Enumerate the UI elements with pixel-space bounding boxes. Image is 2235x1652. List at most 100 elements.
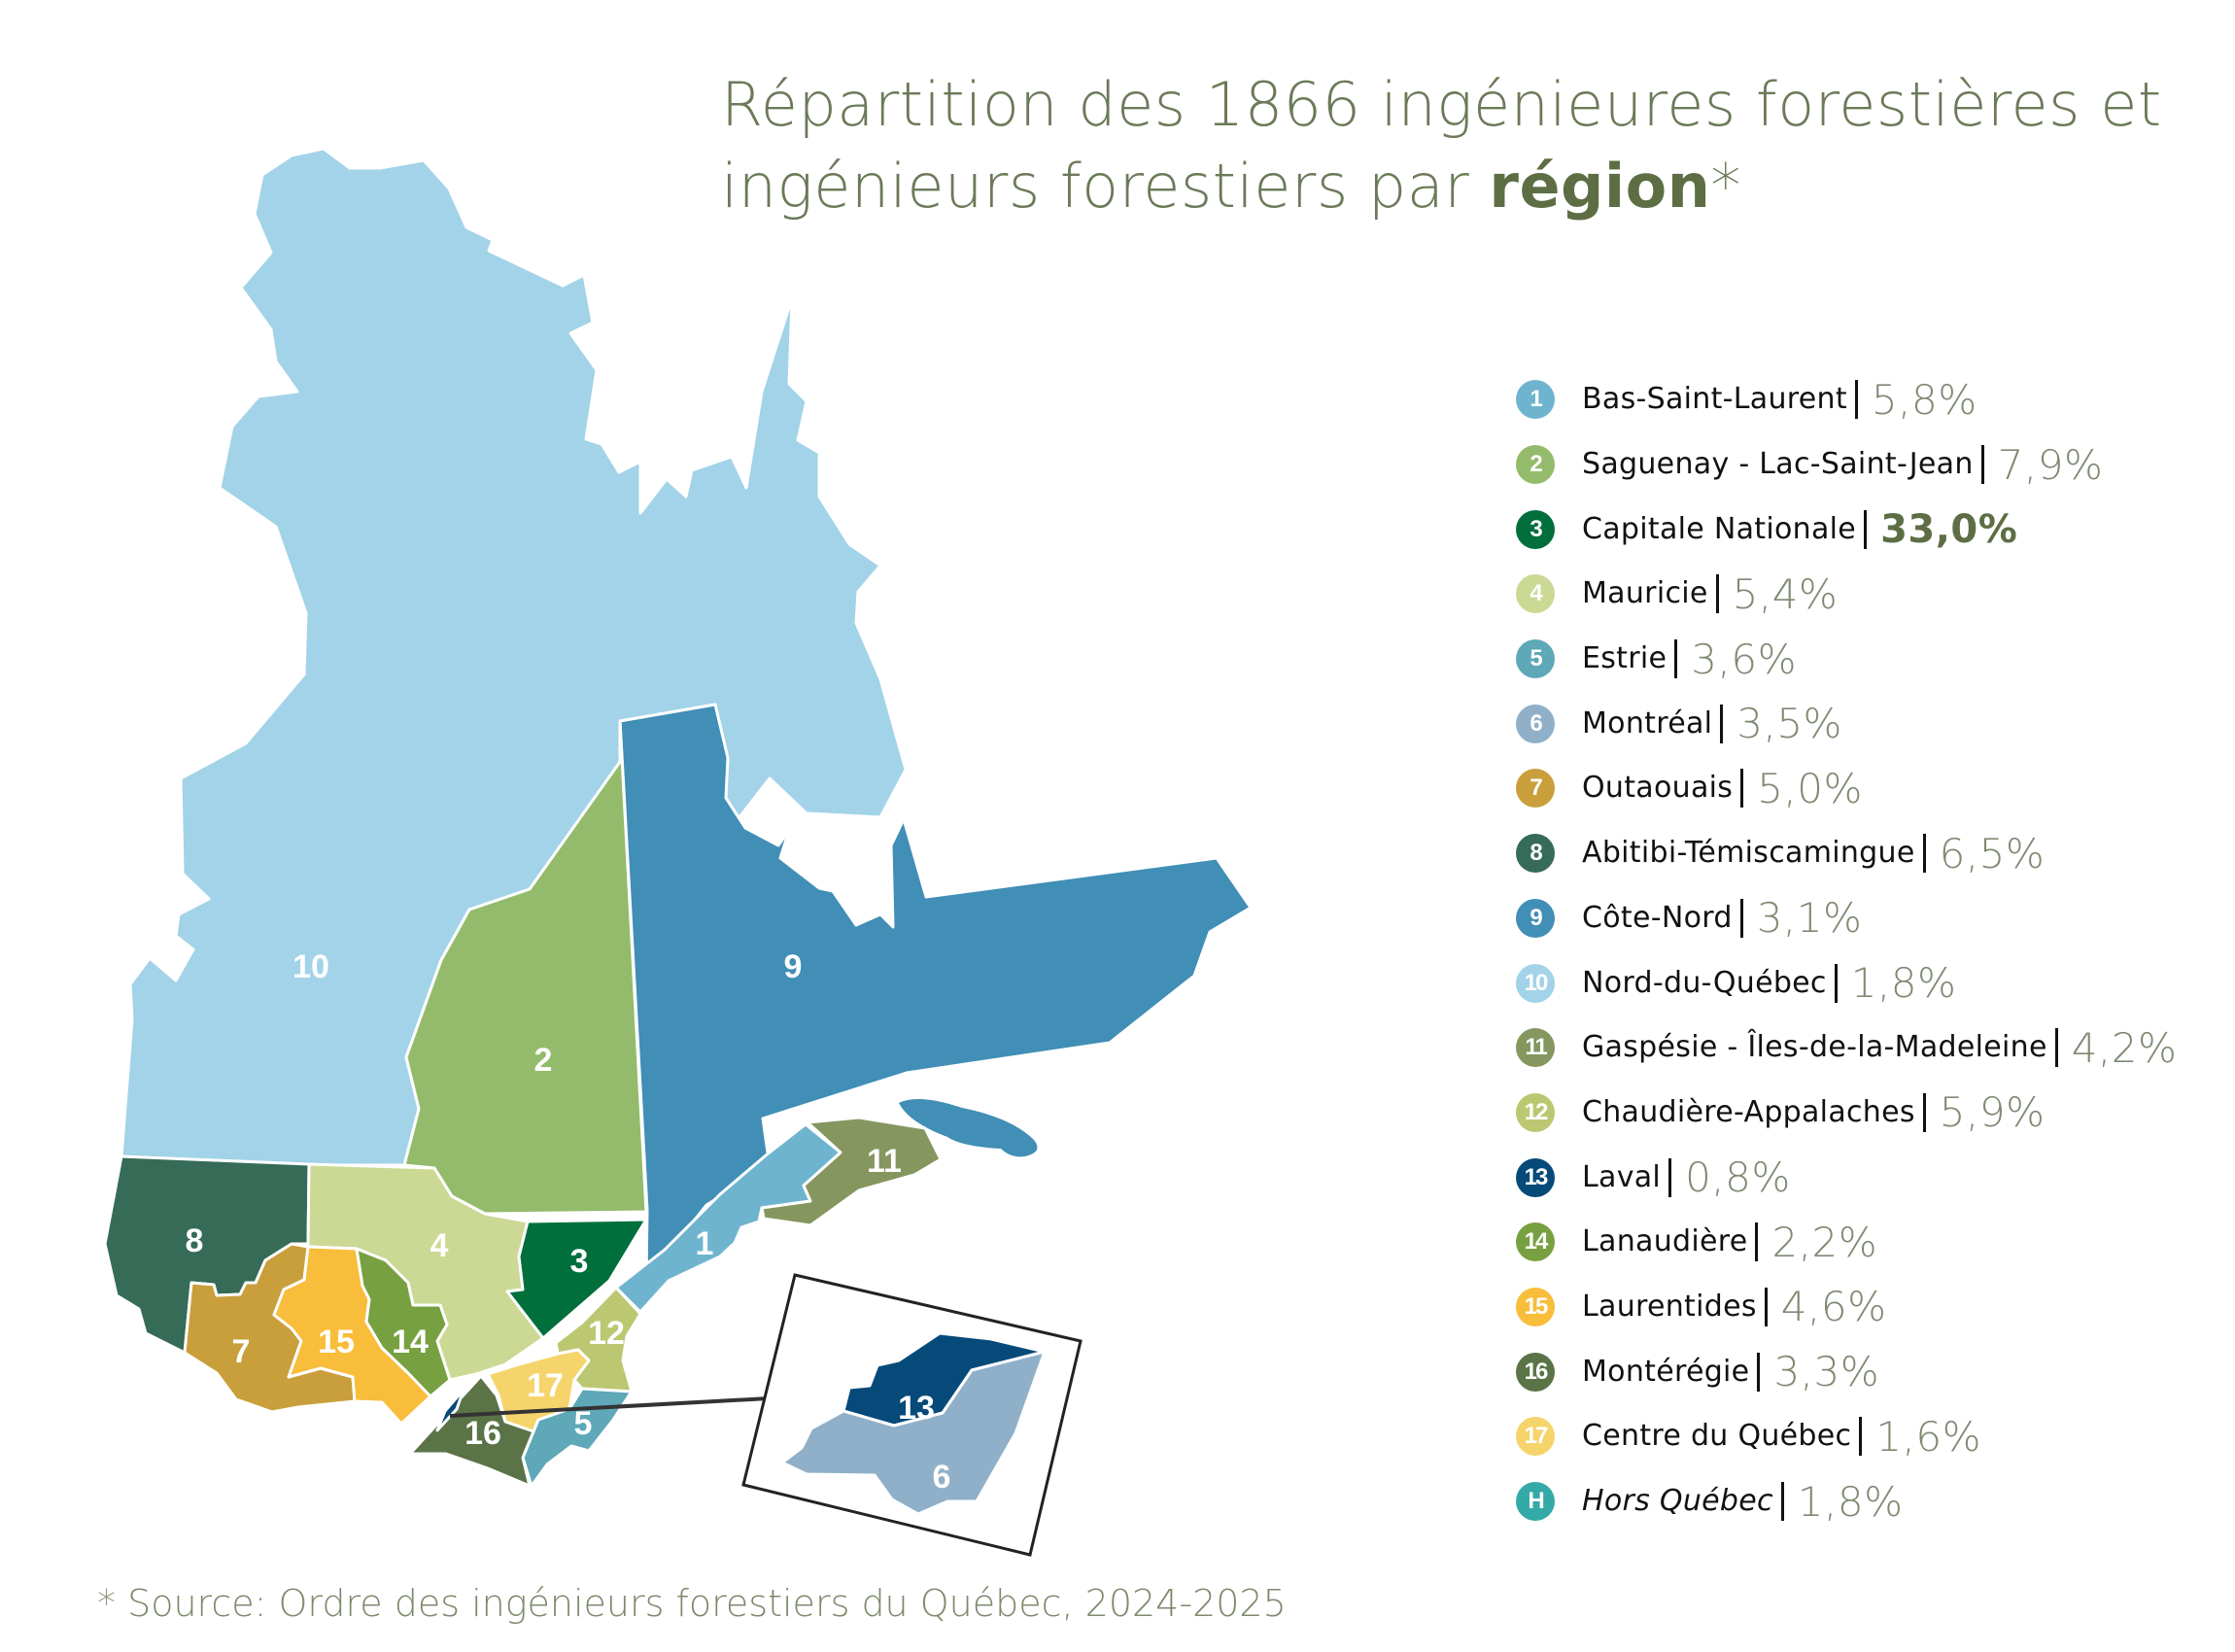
region-number-badge: 13 (1516, 1157, 1555, 1197)
region-name: Estrie (1582, 639, 1678, 679)
region-number-badge: 16 (1516, 1352, 1555, 1392)
title-line-2-prefix: ingénieurs forestiers par (721, 151, 1490, 222)
region-number-badge: 10 (1516, 963, 1555, 1003)
region-name: Chaudière-Appalaches (1582, 1092, 1926, 1132)
legend-item-hors-quebec: H Hors Québec 1,8% (1516, 1469, 2216, 1534)
legend-item-3: 3 Capitale Nationale 33,0% (1516, 497, 2216, 562)
region-percent: 1,8% (1797, 1477, 1904, 1526)
region-16-monteregie[interactable] (408, 1374, 535, 1488)
region-name: Hors Québec (1582, 1482, 1784, 1522)
inset-region-6-montreal[interactable] (780, 1350, 1047, 1516)
legend-item-13: 13 Laval 0,8% (1516, 1145, 2216, 1210)
region-name: Mauricie (1582, 574, 1719, 614)
map-label-15: 15 (318, 1324, 355, 1360)
region-number-badge: 11 (1516, 1028, 1555, 1068)
title-asterisk: * (1710, 151, 1741, 222)
title-line-2: ingénieurs forestiers par région* (721, 146, 2198, 227)
region-number-badge: 7 (1516, 769, 1555, 809)
region-number-badge: 2 (1516, 445, 1555, 485)
region-3-capitale-nationale[interactable] (505, 1218, 648, 1340)
region-14-lanaudiere[interactable] (355, 1247, 452, 1398)
region-number-badge: H (1516, 1482, 1555, 1522)
region-name: Centre du Québec (1582, 1417, 1863, 1457)
chart-title: Répartition des 1866 ingénieures foresti… (721, 64, 2198, 227)
region-name: Montérégie (1582, 1352, 1761, 1392)
region-name: Capitale Nationale (1582, 509, 1868, 549)
region-percent: 2,2% (1771, 1218, 1878, 1266)
legend-item-8: 8 Abitibi-Témiscamingue 6,5% (1516, 821, 2216, 886)
map-label-8: 8 (186, 1222, 204, 1259)
title-line-1: Répartition des 1866 ingénieures foresti… (721, 69, 2162, 140)
region-name: Laval (1582, 1157, 1672, 1197)
map-label-2: 2 (534, 1042, 553, 1079)
map-label-3: 3 (570, 1243, 589, 1280)
legend-item-12: 12 Chaudière-Appalaches 5,9% (1516, 1081, 2216, 1146)
region-number-badge: 4 (1516, 574, 1555, 614)
region-name: Outaouais (1582, 769, 1744, 809)
region-percent: 5,9% (1939, 1088, 2046, 1137)
region-name: Laurentides (1582, 1287, 1768, 1326)
region-number-badge: 8 (1516, 834, 1555, 874)
map-label-17: 17 (527, 1367, 564, 1404)
legend-item-10: 10 Nord-du-Québec 1,8% (1516, 950, 2216, 1015)
region-percent: 1,6% (1875, 1412, 1982, 1461)
source-footnote: * Source: Ordre des ingénieurs forestier… (97, 1582, 1287, 1625)
legend-item-11: 11 Gaspésie - Îles-de-la-Madeleine 4,2% (1516, 1015, 2216, 1081)
map-label-4: 4 (430, 1227, 449, 1264)
map-label-10: 10 (292, 948, 329, 985)
map-label-16: 16 (464, 1415, 501, 1452)
map-label-14: 14 (392, 1324, 429, 1360)
region-name: Lanaudière (1582, 1222, 1759, 1262)
region-percent: 3,6% (1691, 635, 1797, 683)
region-percent: 4,6% (1780, 1283, 1887, 1331)
legend-item-2: 2 Saguenay - Lac-Saint-Jean 7,9% (1516, 432, 2216, 498)
region-name: Gaspésie - Îles-de-la-Madeleine (1582, 1028, 2058, 1068)
region-percent: 1,8% (1850, 959, 1957, 1008)
map-label-12: 12 (588, 1315, 625, 1352)
region-name: Côte-Nord (1582, 898, 1743, 938)
region-10-nord-du-quebec[interactable] (120, 147, 908, 1167)
legend-item-6: 6 Montréal 3,5% (1516, 691, 2216, 756)
region-number-badge: 12 (1516, 1092, 1555, 1132)
legend-item-9: 9 Côte-Nord 3,1% (1516, 886, 2216, 951)
map-label-7: 7 (232, 1333, 251, 1370)
region-name: Saguenay - Lac-Saint-Jean (1582, 445, 1984, 485)
title-emphasis: région (1489, 151, 1711, 222)
region-2-saguenay-lac-saint-jean[interactable] (402, 719, 648, 1216)
legend-item-16: 16 Montérégie 3,3% (1516, 1339, 2216, 1404)
region-number-badge: 14 (1516, 1222, 1555, 1262)
region-number-badge: 5 (1516, 639, 1555, 679)
legend-item-4: 4 Mauricie 5,4% (1516, 562, 2216, 627)
legend-item-14: 14 Lanaudière 2,2% (1516, 1210, 2216, 1275)
region-percent: 5,4% (1732, 569, 1839, 618)
legend-item-1: 1 Bas-Saint-Laurent 5,8% (1516, 367, 2216, 432)
region-percent: 4,2% (2071, 1023, 2178, 1072)
legend-item-15: 15 Laurentides 4,6% (1516, 1275, 2216, 1340)
region-13-laval-small[interactable] (435, 1388, 465, 1432)
map-label-11: 11 (867, 1143, 902, 1180)
map-label-13: 13 (898, 1390, 935, 1427)
legend: 1 Bas-Saint-Laurent 5,8% 2 Saguenay - La… (1516, 367, 2216, 1533)
region-11-gaspesie-iles-de-la-madeleine[interactable] (760, 1116, 943, 1227)
region-number-badge: 6 (1516, 704, 1555, 743)
region-name: Bas-Saint-Laurent (1582, 380, 1858, 420)
map-label-1: 1 (696, 1225, 714, 1262)
region-percent: 5,0% (1757, 764, 1863, 812)
legend-item-17: 17 Centre du Québec 1,6% (1516, 1404, 2216, 1469)
region-percent: 5,8% (1871, 375, 1977, 424)
region-number-badge: 9 (1516, 898, 1555, 938)
region-9-cote-nord[interactable] (618, 703, 1253, 1283)
region-percent: 3,1% (1756, 894, 1863, 943)
region-percent: 0,8% (1685, 1153, 1791, 1202)
region-percent: 3,5% (1736, 700, 1842, 748)
region-name: Abitibi-Témiscamingue (1582, 834, 1926, 874)
anticosti-island (899, 1099, 1038, 1157)
region-percent-highlight: 33,0% (1880, 506, 2018, 552)
region-number-badge: 15 (1516, 1287, 1555, 1326)
region-number-badge: 17 (1516, 1417, 1555, 1457)
region-percent: 3,3% (1773, 1348, 1880, 1396)
region-percent: 6,5% (1939, 829, 2046, 878)
legend-item-7: 7 Outaouais 5,0% (1516, 756, 2216, 821)
legend-item-5: 5 Estrie 3,6% (1516, 627, 2216, 692)
